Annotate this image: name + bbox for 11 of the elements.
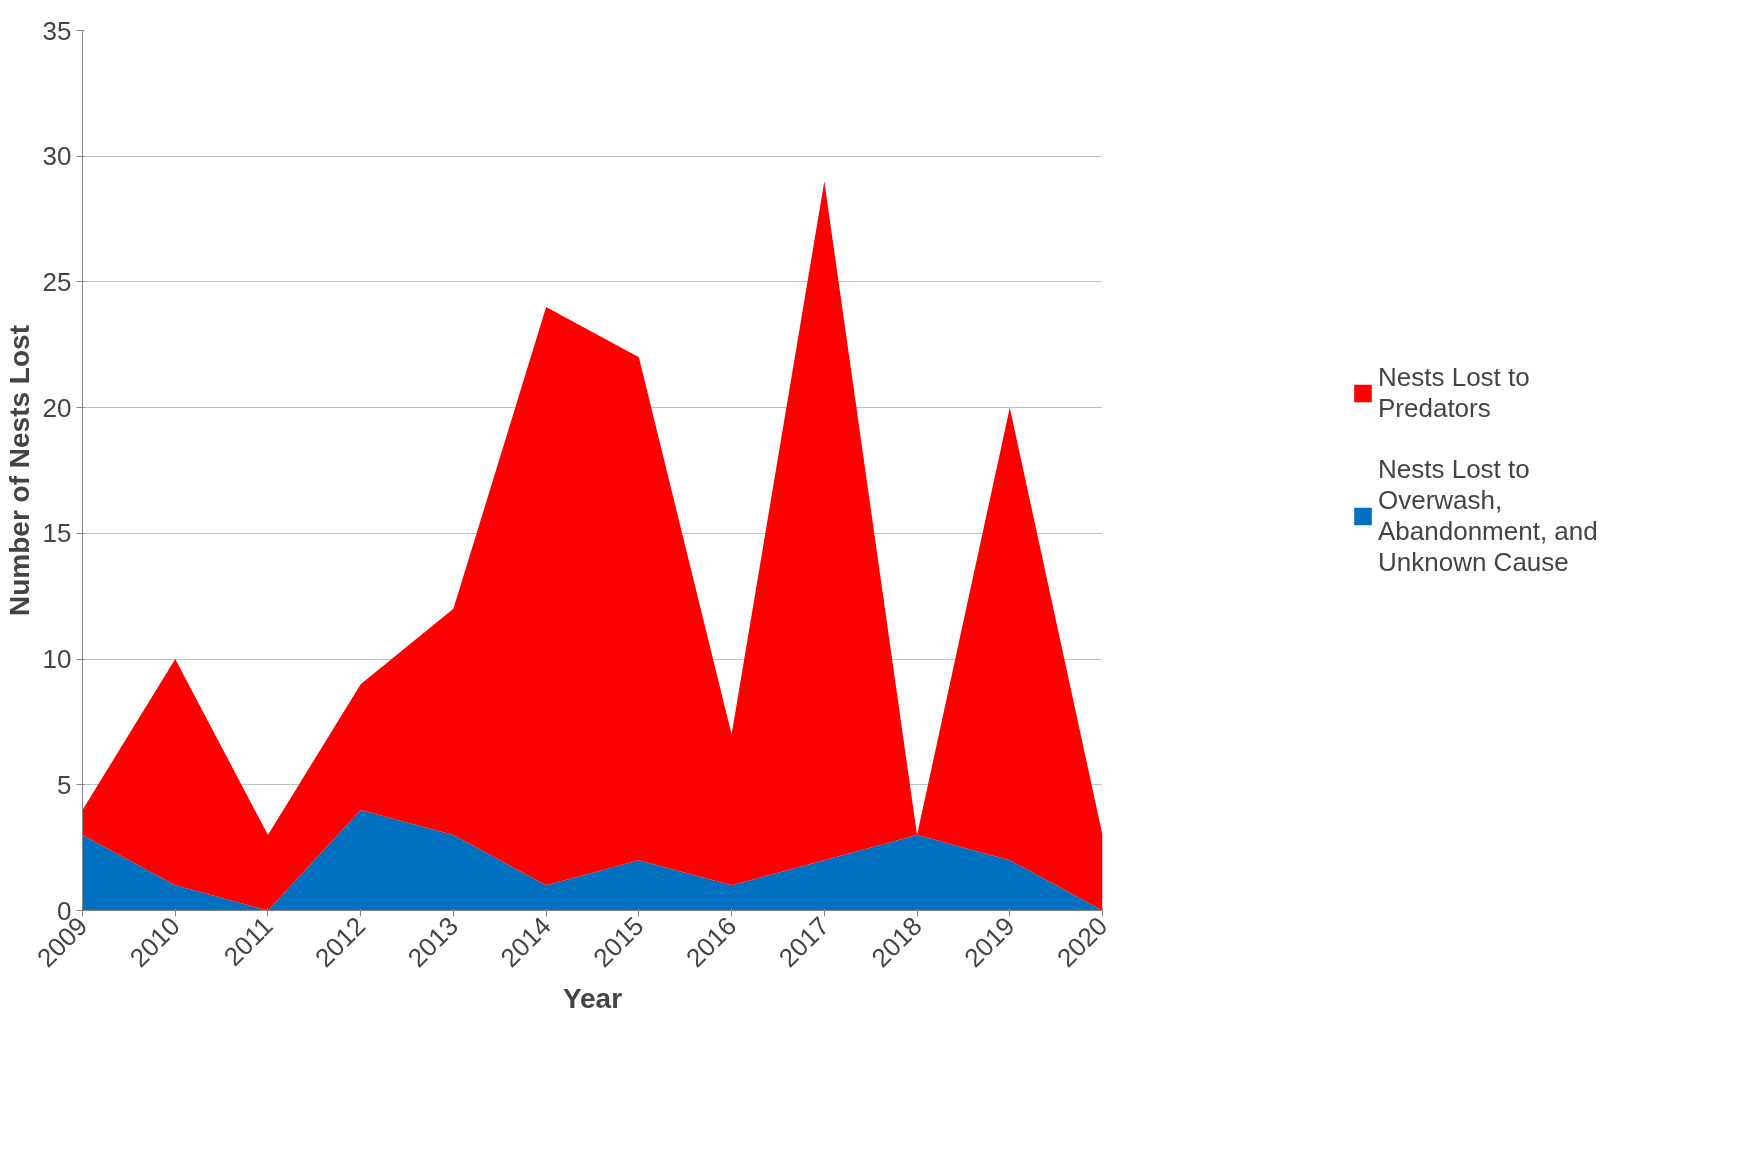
x-axis-title: Year <box>562 983 623 1015</box>
legend-label: Nests Lost to Overwash, Abandonment, and Unknown Cause <box>1378 454 1599 578</box>
y-tick-label: 20 <box>42 392 72 423</box>
y-tick-label: 30 <box>42 141 72 172</box>
y-tick-label: 15 <box>42 518 72 549</box>
y-axis-title: Number of Nests Lost <box>3 325 35 616</box>
y-tick-label: 5 <box>57 769 72 800</box>
legend-label: Nests Lost to Predators <box>1378 362 1531 424</box>
y-tick-label: 35 <box>42 15 72 46</box>
y-tick-label: 10 <box>42 644 72 675</box>
y-tick-label: 25 <box>42 266 72 297</box>
